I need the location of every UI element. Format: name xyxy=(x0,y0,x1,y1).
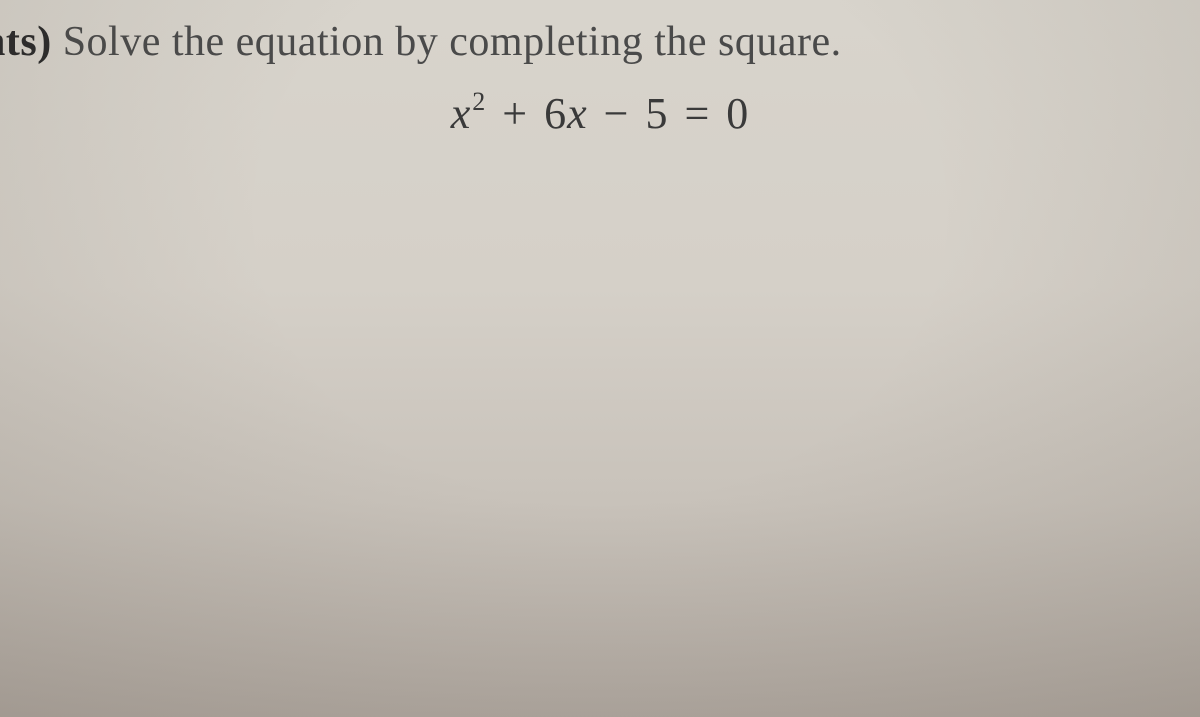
question-prefix: nts) xyxy=(0,19,52,65)
eq-coef2: 6 xyxy=(544,89,567,138)
eq-equals: = xyxy=(684,89,710,138)
eq-var1: x xyxy=(451,89,472,138)
eq-const: 5 xyxy=(645,89,668,138)
eq-plus: + xyxy=(502,89,528,138)
eq-var2: x xyxy=(567,89,588,138)
eq-minus: − xyxy=(604,89,630,138)
eq-rhs: 0 xyxy=(726,89,749,138)
equation: x2 + 6x − 5 = 0 xyxy=(0,88,1200,139)
eq-exponent: 2 xyxy=(472,87,486,116)
question-line: nts) Solve the equation by completing th… xyxy=(0,18,1200,66)
question-instruction: Solve the equation by completing the squ… xyxy=(63,19,842,65)
content-area: nts) Solve the equation by completing th… xyxy=(0,0,1200,139)
